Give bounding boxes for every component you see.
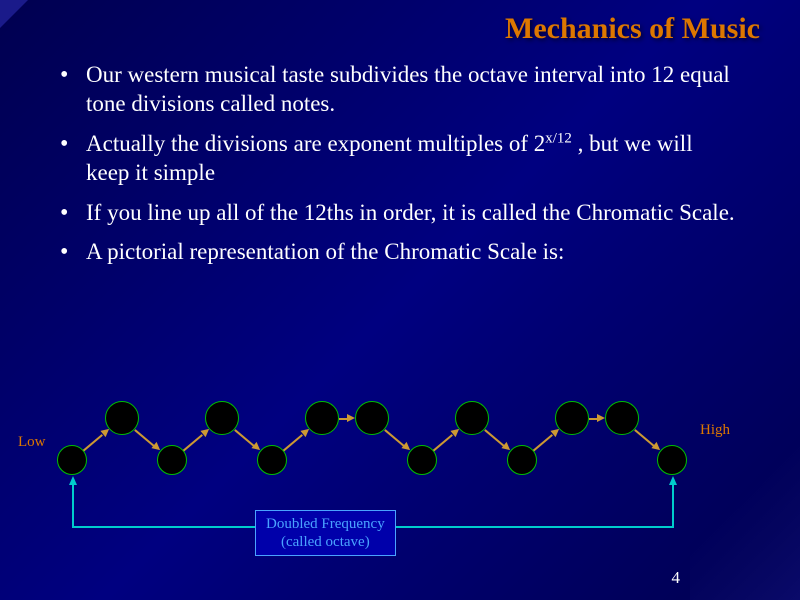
connector-arrow bbox=[635, 429, 655, 446]
connector-arrow bbox=[183, 434, 203, 451]
connector-arrow bbox=[485, 429, 505, 446]
octave-bracket bbox=[672, 484, 674, 526]
bullet-item: Our western musical taste subdivides the… bbox=[60, 60, 740, 119]
scale-node bbox=[507, 445, 537, 475]
connector-arrow bbox=[339, 418, 347, 420]
scale-node bbox=[605, 401, 639, 435]
scale-node bbox=[555, 401, 589, 435]
scale-node bbox=[105, 401, 139, 435]
scale-node bbox=[407, 445, 437, 475]
octave-label-line2: (called octave) bbox=[281, 534, 370, 550]
high-label: High bbox=[700, 422, 730, 439]
scale-node bbox=[355, 401, 389, 435]
bullet-item: Actually the divisions are exponent mult… bbox=[60, 129, 740, 188]
arrow-head-icon bbox=[597, 414, 605, 422]
scale-node bbox=[305, 401, 339, 435]
connector-arrow bbox=[385, 429, 405, 446]
connector-arrow bbox=[533, 434, 553, 451]
scale-node bbox=[257, 445, 287, 475]
arrow-up-icon bbox=[69, 476, 77, 485]
scale-node bbox=[157, 445, 187, 475]
connector-arrow bbox=[135, 429, 155, 446]
scale-node bbox=[455, 401, 489, 435]
scale-node bbox=[657, 445, 687, 475]
bullet-item: A pictorial representation of the Chroma… bbox=[60, 237, 740, 266]
scale-node bbox=[57, 445, 87, 475]
arrow-head-icon bbox=[347, 414, 355, 422]
bullet-item: If you line up all of the 12ths in order… bbox=[60, 198, 740, 227]
arrow-up-icon bbox=[669, 476, 677, 485]
low-label: Low bbox=[18, 434, 46, 451]
scale-node bbox=[205, 401, 239, 435]
octave-label-box: Doubled Frequency (called octave) bbox=[255, 510, 396, 556]
bullet-list: Our western musical taste subdivides the… bbox=[60, 60, 740, 277]
connector-arrow bbox=[283, 434, 303, 451]
connector-arrow bbox=[83, 434, 103, 451]
octave-label-line1: Doubled Frequency bbox=[266, 516, 385, 532]
connector-arrow bbox=[235, 429, 255, 446]
page-number: 4 bbox=[672, 568, 681, 588]
slide-title: Mechanics of Music bbox=[505, 12, 760, 46]
octave-bracket bbox=[72, 484, 74, 526]
connector-arrow bbox=[589, 418, 597, 420]
chromatic-scale-diagram: Low High Doubled Frequency (called octave… bbox=[0, 386, 800, 586]
connector-arrow bbox=[433, 434, 453, 451]
